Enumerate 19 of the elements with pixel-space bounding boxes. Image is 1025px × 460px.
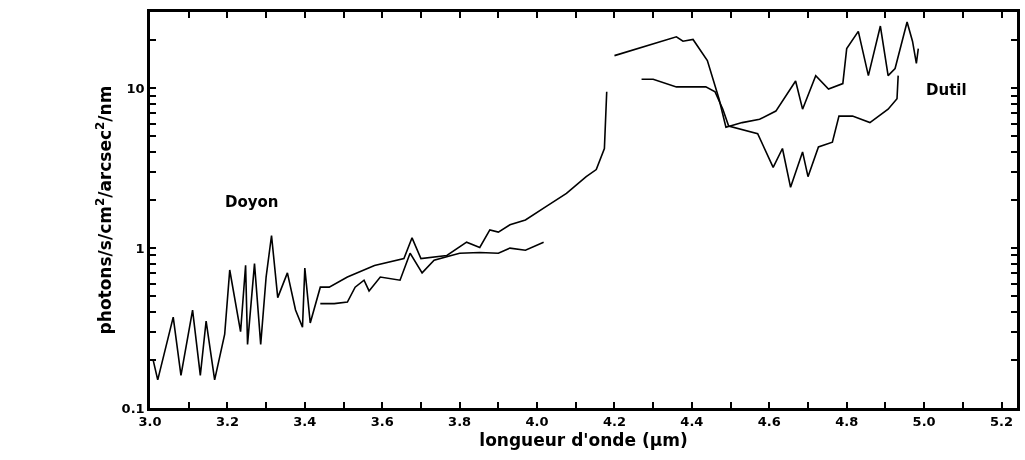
x-tick-label: 3.8: [448, 414, 472, 430]
x-tick-label: 4.8: [835, 414, 859, 430]
x-tick-label: 3.4: [293, 414, 317, 430]
line-series: [319, 241, 545, 305]
x-tick-label: 3.6: [370, 414, 394, 430]
x-tick-label: 5.2: [990, 414, 1014, 430]
series-label: Dutil: [926, 81, 967, 99]
series-label: Doyon: [225, 193, 279, 211]
x-tick-label: 3.2: [215, 414, 239, 430]
x-tick-label: 5.0: [912, 414, 936, 430]
x-tick-label: 4.2: [602, 414, 626, 430]
x-tick-label: 4.4: [680, 414, 704, 430]
x-tick-label: 4.6: [757, 414, 781, 430]
x-tick-label: 4.0: [525, 414, 549, 430]
y-tick-label: 1: [135, 240, 145, 256]
y-tick-label: 10: [126, 80, 145, 96]
y-tick-label: 0.1: [121, 400, 145, 416]
x-axis-title: longueur d'onde (µm): [479, 429, 688, 450]
x-tick-label: 3.0: [138, 414, 162, 430]
